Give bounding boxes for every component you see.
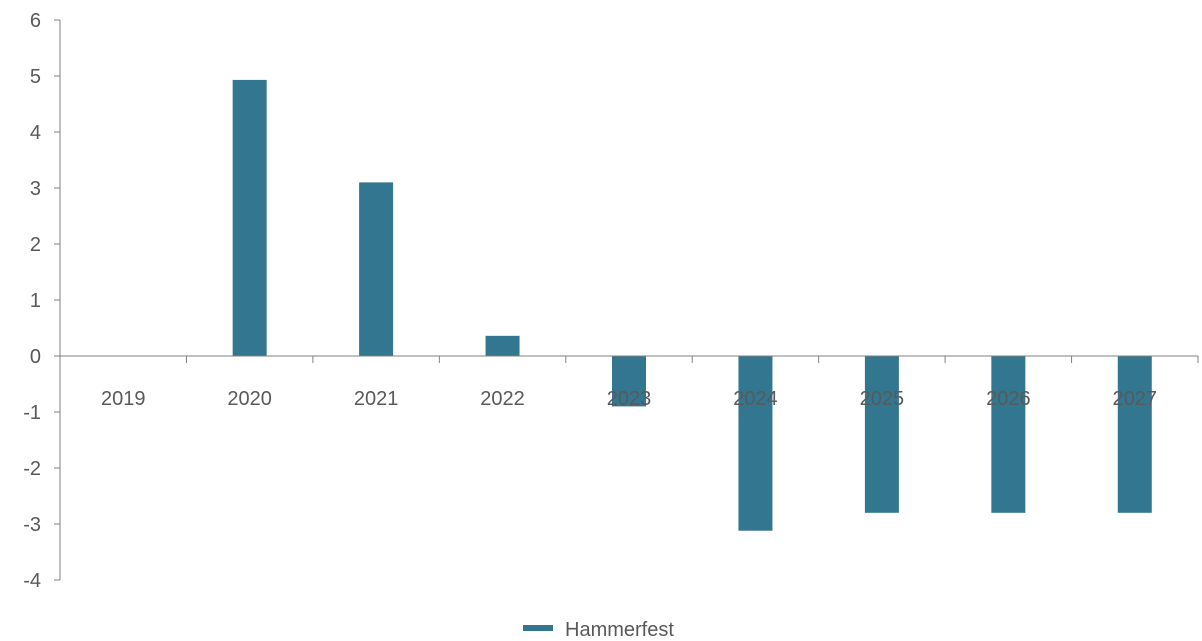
bar-2025 xyxy=(864,356,899,513)
x-tick-label: 2024 xyxy=(733,388,778,410)
x-tick-label: 2027 xyxy=(1113,388,1158,410)
y-axis: -4 -3 -2 -1 0 1 2 3 4 5 6 xyxy=(23,10,61,592)
x-tick-label: 2020 xyxy=(227,388,272,410)
y-tick-label: 0 xyxy=(30,346,41,368)
legend: Hammerfest xyxy=(523,619,674,641)
bar-2023 xyxy=(612,356,646,407)
y-tick-label: 6 xyxy=(30,10,41,32)
bar-2021 xyxy=(359,182,394,356)
x-tick-label: 2026 xyxy=(986,388,1031,410)
x-tick-label: 2023 xyxy=(607,388,652,410)
bar-2020 xyxy=(232,79,267,357)
y-tick-label: 2 xyxy=(30,234,41,256)
y-tick-label: -1 xyxy=(23,402,41,424)
bar-2026 xyxy=(991,356,1026,513)
y-tick-label: 3 xyxy=(30,178,41,200)
bars xyxy=(232,79,1152,531)
bar-2024 xyxy=(738,356,773,531)
y-tick-label: -3 xyxy=(23,514,41,536)
bar-2027 xyxy=(1117,356,1152,513)
y-tick-label: -4 xyxy=(23,570,41,592)
y-tick-label: -2 xyxy=(23,458,41,480)
x-tick-label: 2021 xyxy=(354,388,399,410)
y-tick-label: 1 xyxy=(30,290,41,312)
y-tick-label: 5 xyxy=(30,66,41,88)
y-tick-label: 4 xyxy=(30,122,41,144)
legend-label-hammerfest: Hammerfest xyxy=(565,619,674,641)
x-tick-label: 2019 xyxy=(101,388,146,410)
x-tick-label: 2025 xyxy=(860,388,905,410)
bar-2022 xyxy=(485,335,520,356)
x-axis: 2019 2020 2021 2022 2023 2024 2025 2026 2027 xyxy=(59,355,1199,410)
x-tick-label: 2022 xyxy=(480,388,525,410)
legend-swatch-hammerfest xyxy=(523,625,553,631)
